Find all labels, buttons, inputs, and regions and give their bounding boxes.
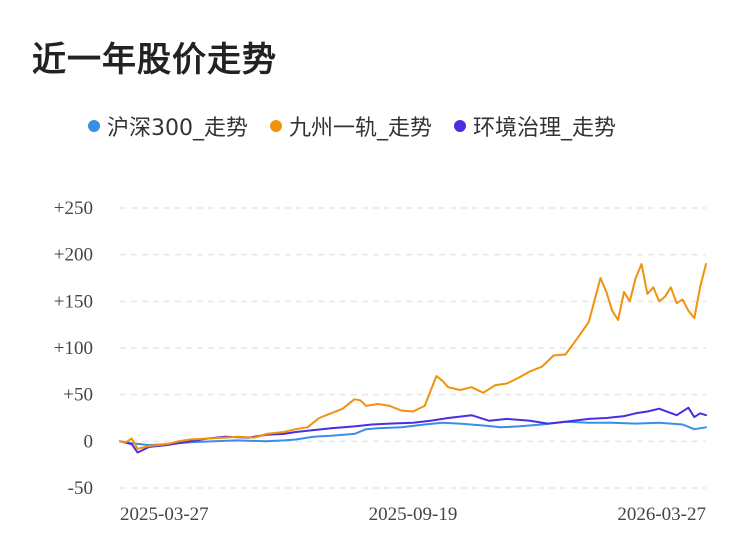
y-tick-label: -50	[68, 478, 93, 499]
legend-item-jiuzhou[interactable]: 九州一轨_走势	[270, 110, 432, 142]
legend-item-hs300[interactable]: 沪深300_走势	[88, 110, 248, 142]
legend-label-hs300: 沪深300_走势	[107, 116, 248, 141]
x-tick-label: 2026-03-27	[617, 504, 706, 525]
chart-legend: 沪深300_走势 九州一轨_走势 环境治理_走势	[88, 110, 638, 142]
legend-label-jiuzhou: 九州一轨_走势	[289, 116, 433, 141]
y-tick-label: +100	[54, 338, 93, 359]
y-tick-label: 0	[84, 431, 94, 452]
y-tick-label: +250	[54, 198, 93, 219]
series-line-0	[119, 420, 707, 447]
series-line-1	[119, 263, 707, 450]
legend-dot-huanjing	[454, 120, 467, 132]
legend-dot-hs300	[88, 120, 100, 132]
y-tick-label: +200	[54, 245, 93, 266]
series-line-2	[119, 406, 707, 454]
y-tick-label: +150	[54, 291, 93, 312]
legend-label-huanjing: 环境治理_走势	[473, 116, 617, 141]
x-tick-label: 2025-03-27	[120, 504, 209, 525]
y-tick-label: +50	[63, 385, 93, 406]
x-tick-label: 2025-09-19	[369, 504, 458, 525]
legend-item-huanjing[interactable]: 环境治理_走势	[454, 110, 616, 142]
page-title: 近一年股价走势	[32, 40, 277, 80]
legend-dot-jiuzhou	[270, 120, 282, 132]
